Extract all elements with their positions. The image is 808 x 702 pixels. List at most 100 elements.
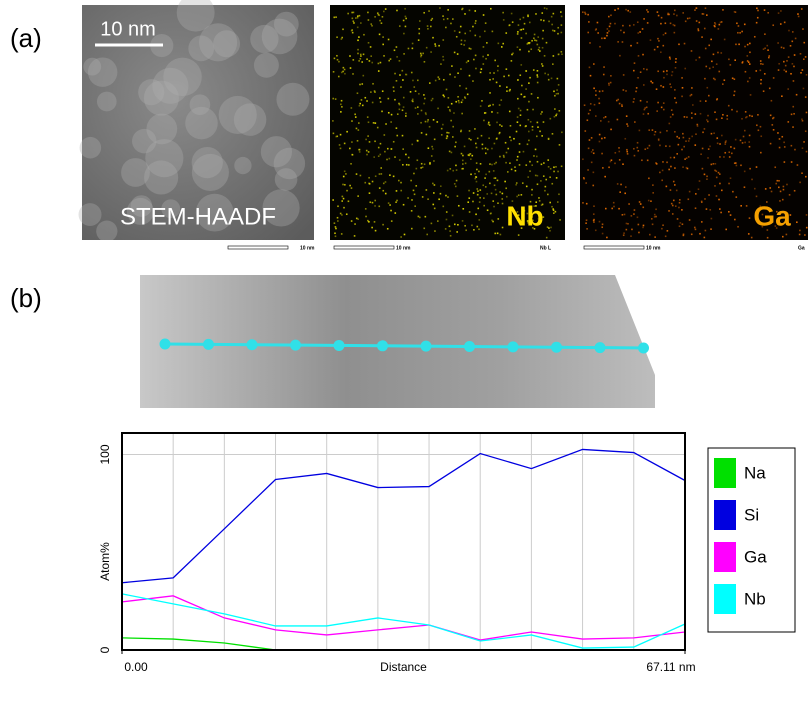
texture [764, 47, 766, 50]
texture [728, 151, 731, 154]
texture [681, 223, 684, 226]
texture [350, 162, 352, 165]
texture [643, 108, 646, 111]
texture [584, 11, 586, 14]
texture [664, 235, 667, 238]
texture [488, 137, 490, 140]
texture [519, 18, 521, 21]
texture [535, 13, 537, 15]
texture [774, 166, 777, 169]
texture [547, 73, 550, 76]
texture [748, 114, 751, 117]
texture [478, 170, 480, 173]
texture [686, 116, 688, 118]
texture [411, 199, 413, 201]
texture [487, 54, 489, 56]
texture [603, 136, 606, 139]
texture [539, 130, 541, 133]
texture [516, 33, 519, 35]
texture [559, 219, 561, 221]
texture [673, 156, 676, 159]
texture [791, 31, 794, 33]
texture [382, 182, 385, 185]
texture [718, 173, 721, 175]
texture [496, 69, 499, 72]
texture [621, 103, 623, 106]
texture [450, 22, 452, 25]
texture [750, 236, 753, 239]
texture [374, 175, 377, 178]
texture [558, 144, 561, 146]
texture [553, 115, 556, 118]
texture [537, 48, 540, 51]
texture [636, 216, 639, 219]
texture [405, 115, 407, 117]
texture [376, 126, 379, 129]
texture [489, 92, 491, 94]
texture [424, 215, 427, 218]
texture [432, 182, 434, 185]
texture [389, 174, 391, 176]
texture [697, 188, 700, 191]
texture [700, 201, 703, 204]
texture [557, 32, 559, 35]
texture [470, 173, 472, 176]
texture [787, 56, 790, 58]
texture [733, 94, 735, 97]
texture [380, 173, 383, 175]
texture [461, 99, 464, 101]
texture [624, 137, 627, 140]
texture [755, 70, 758, 72]
texture [782, 188, 785, 191]
texture [520, 64, 523, 66]
texture [371, 226, 373, 229]
texture [657, 70, 659, 73]
texture [486, 42, 488, 44]
texture [777, 186, 780, 189]
texture [602, 167, 604, 169]
texture [425, 46, 428, 49]
texture [423, 60, 426, 63]
texture [660, 106, 663, 109]
texture [633, 98, 635, 100]
texture [632, 24, 635, 26]
texture [87, 57, 118, 87]
texture [662, 102, 665, 104]
texture [751, 178, 753, 181]
texture [690, 233, 693, 236]
texture [801, 147, 804, 149]
texture [542, 19, 545, 22]
texture [335, 135, 337, 138]
texture [415, 167, 418, 170]
texture [403, 233, 406, 236]
texture [630, 44, 632, 47]
panel-label: (a) [10, 23, 42, 53]
texture [649, 39, 652, 41]
texture [749, 51, 751, 54]
texture [485, 173, 487, 176]
texture [595, 90, 597, 92]
texture [545, 41, 548, 44]
texture [351, 153, 354, 156]
texture [470, 158, 472, 160]
texture [595, 28, 598, 30]
texture [617, 98, 620, 101]
texture [617, 41, 619, 43]
texture [794, 148, 796, 151]
texture [417, 39, 420, 41]
texture [586, 119, 589, 122]
texture [469, 30, 472, 32]
small-tag: Ga [798, 245, 805, 251]
texture [486, 148, 489, 151]
texture [682, 166, 684, 168]
texture [517, 194, 520, 196]
texture [458, 31, 461, 34]
texture [511, 21, 514, 23]
texture [401, 134, 404, 137]
texture [482, 184, 485, 187]
texture [408, 164, 410, 166]
texture [783, 161, 786, 163]
texture [681, 86, 684, 89]
texture [496, 232, 499, 235]
texture [623, 213, 626, 216]
